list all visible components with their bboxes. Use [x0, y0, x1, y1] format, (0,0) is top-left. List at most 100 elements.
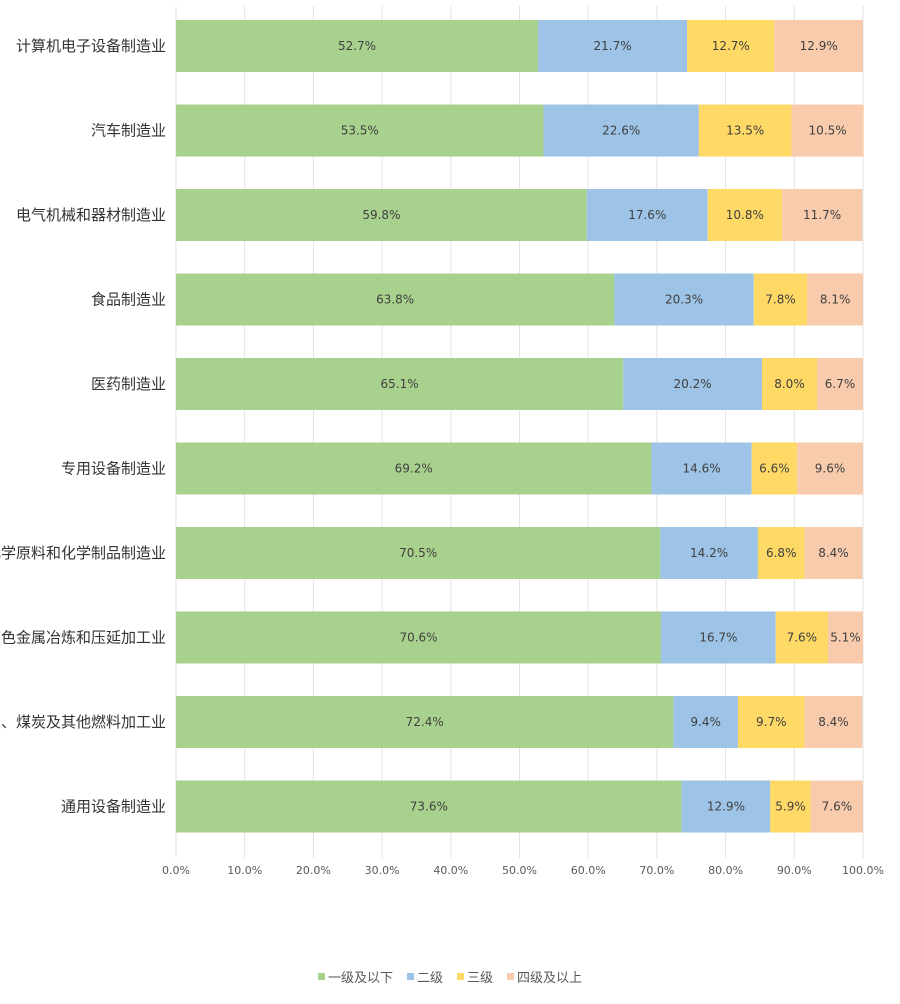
data-label: 6.7% [825, 377, 856, 391]
bar-segment [762, 358, 817, 410]
category-label: 汽车制造业 [91, 122, 166, 140]
x-tick-label: 0.0% [162, 864, 190, 877]
bar-segment [586, 189, 708, 241]
data-label: 21.7% [594, 39, 632, 53]
bar-segment [176, 273, 615, 326]
data-label: 70.5% [399, 546, 437, 560]
data-label: 20.2% [674, 377, 712, 391]
category-label: 医药制造业 [91, 375, 166, 393]
bar-segment [651, 442, 752, 495]
category-label: 通用设备制造业 [61, 798, 166, 816]
data-label: 13.5% [726, 124, 764, 138]
data-label: 9.6% [815, 462, 846, 476]
data-label: 20.3% [665, 293, 703, 307]
bar-segment [827, 611, 863, 664]
bar-segment [176, 611, 662, 664]
bar-segment [707, 189, 782, 241]
bar-segment [698, 104, 792, 157]
bar-segment [781, 189, 863, 241]
data-label: 8.0% [774, 377, 805, 391]
data-label: 11.7% [803, 208, 841, 222]
bar-segment [775, 611, 828, 664]
data-label: 10.5% [809, 124, 847, 138]
x-tick-label: 30.0% [365, 864, 400, 877]
data-label: 12.7% [712, 39, 750, 53]
legend-label: 三级 [467, 970, 494, 986]
legend-swatch [317, 972, 325, 980]
category-label: 食品制造业 [91, 291, 166, 309]
data-label: 7.8% [765, 293, 796, 307]
data-label: 22.6% [602, 124, 640, 138]
x-tick-label: 50.0% [502, 864, 537, 877]
data-label: 7.6% [822, 800, 853, 814]
legend-swatch [406, 972, 414, 980]
data-label: 63.8% [376, 293, 414, 307]
bar-segment [816, 358, 863, 410]
bar-segment [176, 527, 661, 579]
category-label: 计算机电子设备制造业 [16, 37, 166, 55]
bar-segment [176, 20, 539, 72]
data-label: 12.9% [800, 39, 838, 53]
category-label: 石油、煤炭及其他燃料加工业 [0, 713, 166, 731]
bar-segment [681, 780, 771, 833]
bar-segment [751, 442, 798, 495]
x-tick-label: 10.0% [227, 864, 262, 877]
legend-item: 四级及以上 [507, 967, 582, 986]
bar-segment [176, 442, 652, 495]
category-label: 专用设备制造业 [61, 460, 166, 478]
data-label: 9.4% [690, 715, 721, 729]
bar-segment [614, 273, 754, 326]
data-label: 16.7% [699, 631, 737, 645]
bar-segment [673, 696, 738, 748]
x-tick-label: 100.0% [842, 864, 884, 877]
legend-item: 二级 [406, 967, 443, 986]
x-tick-label: 80.0% [708, 864, 743, 877]
bar-segment [770, 780, 811, 833]
bar-segment [176, 358, 624, 410]
legend-label: 二级 [416, 970, 443, 986]
data-label: 5.9% [775, 800, 806, 814]
data-label: 59.8% [362, 208, 400, 222]
legend-label: 一级及以下 [327, 970, 393, 986]
bar-segment [807, 273, 863, 326]
legend-label: 四级及以上 [517, 970, 583, 986]
data-label: 17.6% [628, 208, 666, 222]
bar-segment [774, 20, 863, 72]
data-label: 14.6% [682, 462, 720, 476]
x-tick-label: 60.0% [571, 864, 606, 877]
category-label: 化学原料和化学制品制造业 [0, 544, 166, 562]
bar-segment [661, 611, 776, 664]
bar-segment [804, 696, 863, 748]
data-label: 10.8% [726, 208, 764, 222]
data-label: 9.7% [756, 715, 787, 729]
legend-item: 三级 [457, 967, 493, 986]
bar-segment [176, 104, 544, 157]
legend-swatch [507, 972, 515, 980]
bar-segment [176, 696, 674, 748]
data-label: 52.7% [338, 39, 376, 53]
category-label: 电气机械和器材制造业 [16, 206, 166, 224]
data-label: 12.9% [707, 800, 745, 814]
data-label: 8.4% [818, 546, 849, 560]
data-label: 73.6% [410, 800, 448, 814]
data-label: 5.1% [830, 631, 861, 645]
x-tick-label: 40.0% [433, 864, 468, 877]
legend-swatch [457, 972, 464, 980]
x-tick-label: 90.0% [777, 864, 812, 877]
data-label: 6.8% [766, 546, 797, 560]
data-label: 8.1% [820, 293, 851, 307]
bar-segment [791, 104, 864, 157]
category-label: 有色金属冶炼和压延加工业 [0, 629, 166, 647]
bars: 52.7% 21.7% 12.7% 12.9% 53.5% 22.6% 13.5% 10.5%… [176, 20, 864, 833]
bar-segment [804, 527, 863, 579]
bar-segment [176, 780, 682, 833]
bar-segment [176, 189, 587, 241]
bar-segment [797, 442, 863, 495]
data-label: 72.4% [406, 715, 444, 729]
legend-item: 一级及以下 [317, 967, 393, 986]
bar-segment [538, 20, 688, 72]
data-label: 70.6% [399, 631, 437, 645]
bar-segment [737, 696, 805, 748]
